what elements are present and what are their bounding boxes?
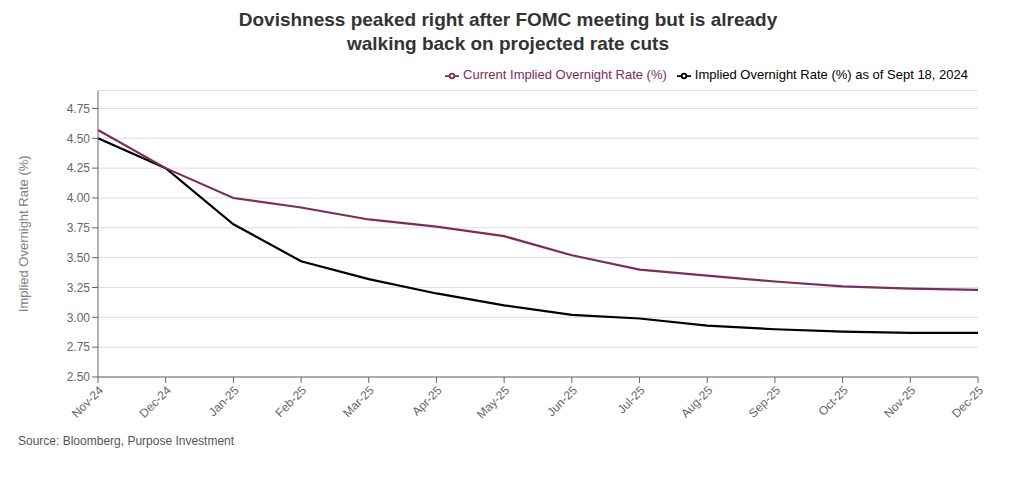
svg-text:Nov-25: Nov-25 bbox=[881, 383, 918, 420]
svg-text:4.75: 4.75 bbox=[67, 102, 91, 116]
html-text:Source: Bloomberg, Purpose Inv: Source: Bloomberg, Purpose Investment bbox=[18, 434, 235, 448]
html-text:Current Implied Overnight Rate: Current Implied Overnight Rate (%) bbox=[463, 67, 667, 82]
svg-text:Feb-25: Feb-25 bbox=[272, 383, 309, 420]
svg-text:Mar-25: Mar-25 bbox=[340, 383, 377, 420]
svg-text:Aug-25: Aug-25 bbox=[678, 383, 715, 420]
svg-text:Implied Overnight Rate (%): Implied Overnight Rate (%) bbox=[16, 155, 31, 312]
svg-text:Apr-25: Apr-25 bbox=[409, 383, 445, 419]
svg-text:2.75: 2.75 bbox=[67, 340, 91, 354]
svg-text:Sep-25: Sep-25 bbox=[746, 383, 783, 420]
html-text:Dovishness peaked right after: Dovishness peaked right after FOMC meeti… bbox=[238, 9, 778, 30]
svg-text:4.50: 4.50 bbox=[67, 132, 91, 146]
svg-text:Jun-25: Jun-25 bbox=[544, 383, 580, 419]
svg-text:2.50: 2.50 bbox=[67, 370, 91, 384]
html-text:walking back on projected rate: walking back on projected rate cuts bbox=[347, 33, 669, 54]
svg-text:Jan-25: Jan-25 bbox=[206, 383, 242, 419]
svg-text:Jul-25: Jul-25 bbox=[615, 383, 648, 416]
svg-text:Oct-25: Oct-25 bbox=[815, 383, 851, 419]
svg-text:3.00: 3.00 bbox=[67, 311, 91, 325]
svg-text:Nov-24: Nov-24 bbox=[69, 383, 106, 420]
svg-text:Dec-25: Dec-25 bbox=[949, 383, 986, 420]
svg-text:4.00: 4.00 bbox=[67, 191, 91, 205]
html-text:Implied Overnight Rate (%) as: Implied Overnight Rate (%) as of Sept 18… bbox=[694, 67, 968, 82]
svg-text:3.50: 3.50 bbox=[67, 251, 91, 265]
svg-text:Dec-24: Dec-24 bbox=[137, 383, 174, 420]
svg-text:3.75: 3.75 bbox=[67, 221, 91, 235]
svg-text:4.25: 4.25 bbox=[67, 161, 91, 175]
svg-text:May-25: May-25 bbox=[474, 383, 512, 421]
svg-text:3.25: 3.25 bbox=[67, 281, 91, 295]
